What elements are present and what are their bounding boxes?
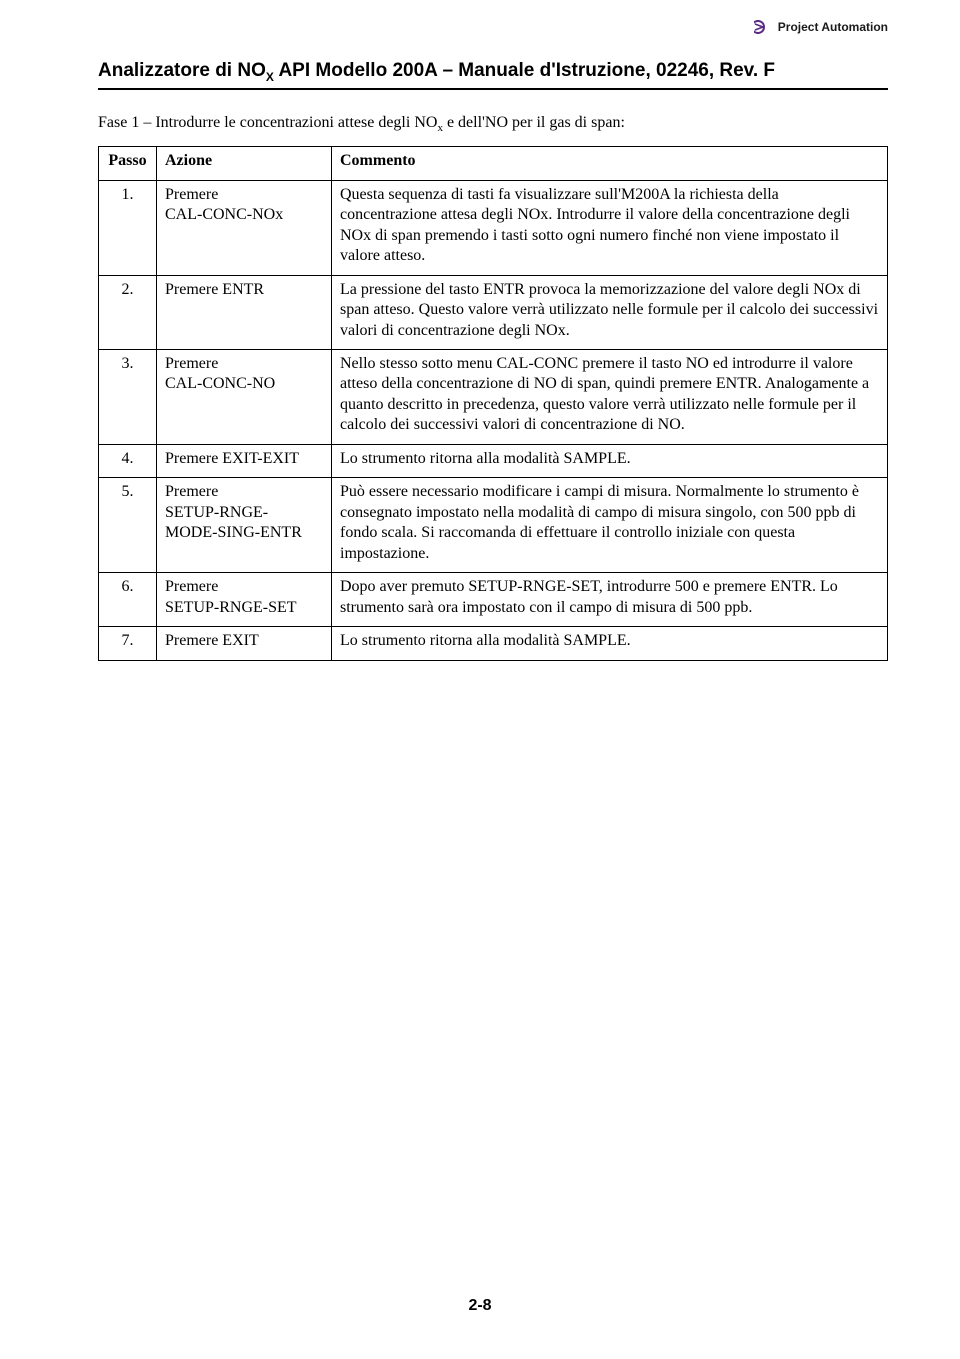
title-subscript: X (266, 70, 274, 84)
header-commento: Commento (332, 147, 888, 180)
table-row: 4.Premere EXIT-EXITLo strumento ritorna … (99, 444, 888, 477)
intro-text: Fase 1 – Introdurre le concentrazioni at… (98, 112, 888, 136)
page-number: 2-8 (0, 1297, 960, 1315)
step-number: 5. (99, 478, 157, 573)
brand-name: Project Automation (778, 20, 888, 34)
step-comment: Lo strumento ritorna alla modalità SAMPL… (332, 444, 888, 477)
title-suffix: API Modello 200A – Manuale d'Istruzione,… (274, 60, 775, 81)
step-number: 3. (99, 349, 157, 444)
brand-logo-icon (754, 20, 772, 34)
table-row: 3.PremereCAL-CONC-NONello stesso sotto m… (99, 349, 888, 444)
step-comment: Questa sequenza di tasti fa visualizzare… (332, 180, 888, 275)
document-title: Analizzatore di NOX API Modello 200A – M… (98, 60, 888, 84)
step-number: 6. (99, 573, 157, 627)
table-row: 5.PremereSETUP-RNGE-MODE-SING-ENTRPuò es… (99, 478, 888, 573)
step-action: PremereSETUP-RNGE-MODE-SING-ENTR (157, 478, 332, 573)
step-number: 1. (99, 180, 157, 275)
brand-block: Project Automation (754, 20, 888, 34)
header-azione: Azione (157, 147, 332, 180)
step-comment: Può essere necessario modificare i campi… (332, 478, 888, 573)
step-comment: La pressione del tasto ENTR provoca la m… (332, 275, 888, 349)
step-number: 2. (99, 275, 157, 349)
step-comment: Dopo aver premuto SETUP-RNGE-SET, introd… (332, 573, 888, 627)
table-row: 1.PremereCAL-CONC-NOxQuesta sequenza di … (99, 180, 888, 275)
table-row: 6.PremereSETUP-RNGE-SETDopo aver premuto… (99, 573, 888, 627)
step-number: 7. (99, 627, 157, 660)
table-row: 7.Premere EXITLo strumento ritorna alla … (99, 627, 888, 660)
step-action: PremereCAL-CONC-NOx (157, 180, 332, 275)
title-rule (98, 88, 888, 90)
table-body: 1.PremereCAL-CONC-NOxQuesta sequenza di … (99, 180, 888, 660)
title-prefix: Analizzatore di NO (98, 60, 266, 81)
step-comment: Lo strumento ritorna alla modalità SAMPL… (332, 627, 888, 660)
step-action: Premere EXIT-EXIT (157, 444, 332, 477)
step-number: 4. (99, 444, 157, 477)
header-passo: Passo (99, 147, 157, 180)
step-action: Premere ENTR (157, 275, 332, 349)
table-header-row: Passo Azione Commento (99, 147, 888, 180)
step-action: PremereCAL-CONC-NO (157, 349, 332, 444)
step-action: Premere EXIT (157, 627, 332, 660)
table-row: 2.Premere ENTRLa pressione del tasto ENT… (99, 275, 888, 349)
step-comment: Nello stesso sotto menu CAL-CONC premere… (332, 349, 888, 444)
steps-table: Passo Azione Commento 1.PremereCAL-CONC-… (98, 146, 888, 660)
intro-prefix: Fase 1 – Introdurre le concentrazioni at… (98, 114, 437, 131)
intro-suffix: e dell'NO per il gas di span: (443, 114, 625, 131)
step-action: PremereSETUP-RNGE-SET (157, 573, 332, 627)
